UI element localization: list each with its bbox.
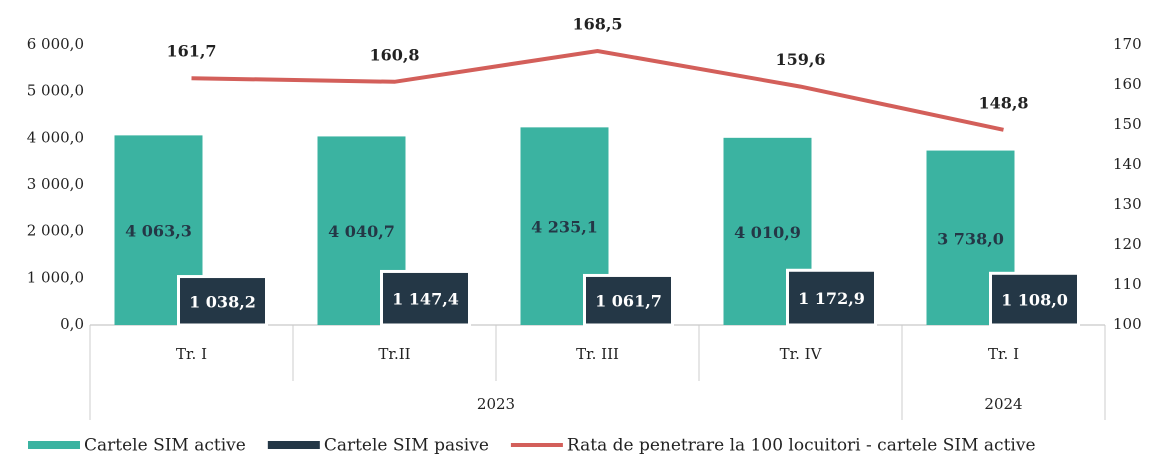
value-label: 1 147,4 — [392, 290, 459, 309]
y-tick-label: 6 000,0 — [27, 35, 84, 53]
value-label: 1 061,7 — [595, 292, 662, 311]
bar — [583, 273, 674, 327]
y-tick-label: 5 000,0 — [27, 82, 84, 100]
value-label: 1 038,2 — [189, 292, 256, 311]
y2-tick-label: 170 — [1113, 35, 1142, 53]
year-label: 2023 — [477, 395, 515, 413]
value-label: 1 108,0 — [1001, 291, 1068, 310]
x-tick-label: Tr. I — [176, 345, 207, 363]
value-label: 4 235,1 — [531, 218, 598, 237]
value-label: 168,5 — [572, 15, 622, 34]
legend-swatch — [28, 441, 80, 449]
y2-tick-label: 100 — [1113, 315, 1142, 333]
line — [191, 48, 1004, 132]
year-label: 2024 — [984, 395, 1022, 413]
y2-tick-label: 140 — [1113, 155, 1142, 173]
value-label: 4 040,7 — [328, 222, 395, 241]
value-label: 161,7 — [166, 42, 216, 61]
y-tick-label: 3 000,0 — [27, 175, 84, 193]
y2-tick-label: 120 — [1113, 235, 1142, 253]
bar — [786, 268, 877, 327]
value-label: 160,8 — [369, 45, 419, 64]
value-label: 3 738,0 — [937, 229, 1004, 248]
y-tick-label: 1 000,0 — [27, 268, 84, 286]
x-tick-label: Tr.II — [378, 345, 410, 363]
legend-label: Cartele SIM pasive — [324, 436, 489, 456]
y-tick-label: 0,0 — [60, 315, 84, 333]
y-tick-label: 2 000,0 — [27, 222, 84, 240]
y2-tick-label: 150 — [1113, 115, 1142, 133]
legend-swatch — [267, 441, 320, 449]
y2-tick-label: 110 — [1113, 275, 1142, 293]
y2-tick-label: 130 — [1113, 195, 1142, 213]
x-tick-label: Tr. I — [988, 345, 1019, 363]
legend-label: Rata de penetrare la 100 locuitori - car… — [567, 436, 1036, 456]
y2-tick-label: 160 — [1113, 75, 1142, 93]
value-label: 4 063,3 — [125, 222, 192, 241]
bar — [989, 271, 1080, 327]
y-tick-label: 4 000,0 — [27, 128, 84, 146]
value-label: 1 172,9 — [798, 289, 865, 308]
x-tick-label: Tr. IV — [780, 345, 823, 363]
bar — [177, 275, 268, 327]
value-label: 4 010,9 — [734, 223, 801, 242]
value-label: 148,8 — [978, 93, 1028, 112]
legend-label: Cartele SIM active — [84, 436, 246, 456]
bar — [380, 269, 471, 327]
x-tick-label: Tr. III — [576, 345, 619, 363]
value-label: 159,6 — [775, 50, 825, 69]
